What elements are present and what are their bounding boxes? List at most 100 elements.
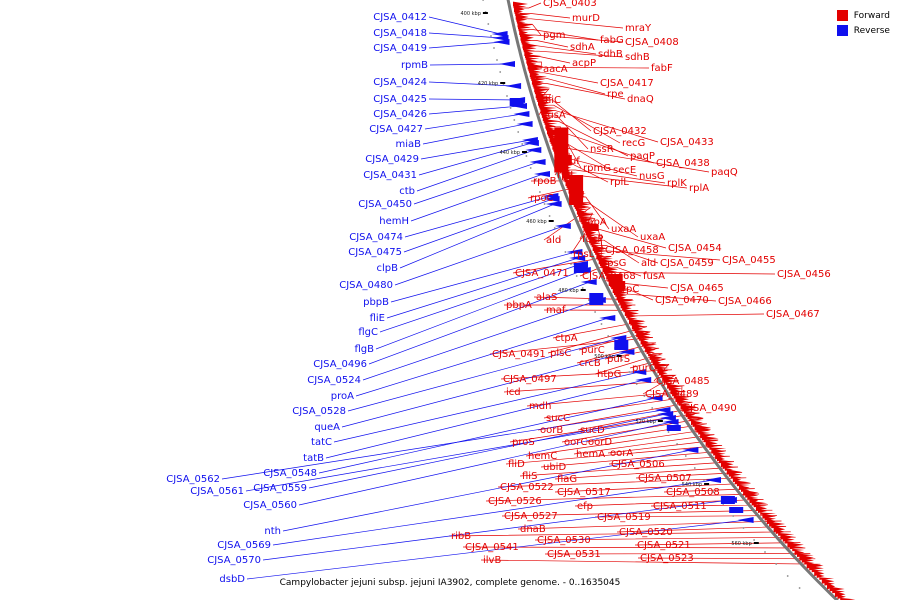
forward-gene-arrow [751, 501, 768, 506]
leader-line [543, 207, 592, 241]
leader-line [609, 272, 776, 275]
reverse-gene-label: CJSA_0548 [263, 468, 317, 479]
forward-gene-label: CJSA_0527 [504, 511, 558, 522]
forward-gene-label: murD [572, 13, 600, 24]
leader-line [607, 439, 719, 454]
forward-gene-label: CJSA_0497 [503, 374, 557, 385]
forward-gene-label: CJSA_0506 [611, 459, 665, 470]
scale-label: 560 kbp [731, 541, 751, 547]
forward-gene-label: maf [546, 305, 566, 316]
reverse-gene-arrow [534, 171, 550, 177]
forward-gene-label: CJSA_0465 [670, 283, 724, 294]
scale-dot [548, 215, 551, 217]
forward-gene-label: sdhB [598, 49, 623, 60]
forward-gene-label: dapA [581, 217, 607, 228]
forward-gene-label: rplK [667, 178, 687, 189]
leader-line [390, 251, 576, 303]
forward-gene-label: CJSA_0432 [593, 126, 647, 137]
leader-line [221, 409, 664, 480]
forward-gene-label: ctpA [555, 333, 578, 344]
leader-line [386, 257, 579, 319]
forward-gene-arrow [736, 483, 750, 487]
forward-gene-arrow [521, 38, 533, 43]
reverse-gene-arrow [737, 517, 754, 523]
scale-dot [539, 191, 541, 193]
scale-dot [712, 491, 715, 493]
genome-backbone [506, 0, 839, 600]
leader-line [497, 477, 747, 488]
reverse-gene-label: CJSA_0412 [373, 12, 427, 23]
forward-gene-label: CJSA_0408 [625, 37, 679, 48]
forward-gene-label: CJSA_0523 [640, 553, 694, 564]
forward-gene-label: mdh [529, 401, 551, 412]
forward-gene-arrow [745, 493, 759, 498]
forward-gene-label: fabG [600, 35, 624, 46]
scale-dot [703, 479, 705, 481]
reverse-gene-block [729, 507, 744, 513]
forward-gene-label: purQ [632, 363, 657, 374]
reverse-gene-label: queA [314, 422, 340, 433]
forward-gene-label: rpe [607, 89, 624, 100]
leader-line [404, 195, 552, 238]
forward-gene-block [569, 175, 584, 205]
reverse-gene-arrow [646, 395, 663, 401]
scale-dot [684, 455, 687, 457]
leader-line [413, 161, 539, 205]
scale-dot [482, 0, 484, 1]
leader-line [272, 479, 715, 546]
legend-item-forward: Forward [836, 8, 890, 23]
scale-dot [534, 179, 537, 181]
scale-dot [525, 155, 528, 157]
leader-line [574, 499, 764, 507]
forward-gene-label: paqP [630, 151, 655, 162]
leader-line [528, 50, 624, 58]
leader-line [596, 245, 659, 264]
scale-dot [581, 287, 584, 289]
reverse-gene-arrow [493, 39, 510, 45]
leader-line [518, 2, 542, 9]
forward-gene-arrow [816, 574, 825, 578]
forward-gene-label: sdhA [570, 42, 595, 53]
forward-gene-label: CJSA_0403 [543, 0, 597, 9]
forward-gene-arrow [626, 314, 639, 318]
leader-line [282, 449, 692, 532]
map-caption: Campylobacter jejuni subsp. jejuni IA390… [279, 578, 621, 588]
scale-label: 460 kbp [526, 219, 546, 225]
scale-label: 540 kbp [682, 482, 702, 488]
forward-gene-label: ilvB [483, 555, 501, 566]
forward-gene-arrow [775, 529, 786, 534]
forward-gene-label: ald [641, 258, 656, 269]
reverse-gene-label: CJSA_0528 [292, 406, 346, 417]
scale-tick [753, 542, 759, 544]
leader-line [403, 198, 553, 253]
forward-gene-label: pbpA [506, 300, 532, 311]
forward-gene-label: CJSA_0489 [645, 389, 699, 400]
reverse-gene-label: proA [331, 391, 354, 402]
leader-line [579, 212, 593, 240]
forward-gene-arrow [809, 566, 824, 571]
leader-line [565, 169, 666, 184]
leader-line [379, 263, 582, 333]
forward-gene-label: uxaA [640, 232, 665, 243]
reverse-gene-arrow [630, 369, 647, 375]
forward-gene-label: CJSA_0417 [600, 78, 654, 89]
forward-gene-arrow [789, 545, 804, 550]
leader-line [245, 417, 669, 492]
forward-gene-label: sdhB [625, 52, 650, 63]
reverse-gene-label: CJSA_0480 [339, 280, 393, 291]
scale-dot [764, 551, 766, 553]
leader-line [604, 347, 660, 360]
forward-gene-arrow [734, 480, 751, 485]
scale-tick [616, 355, 622, 357]
leader-line [554, 482, 751, 493]
forward-gene-label: CJSA_0438 [656, 158, 710, 169]
leader-line [318, 397, 656, 474]
forward-gene-arrow [654, 363, 670, 368]
reverse-gene-label: CJSA_0570 [207, 555, 261, 566]
reverse-gene-label: CJSA_0524 [307, 375, 361, 386]
scale-label: 500 kbp [594, 354, 614, 360]
forward-gene-label: CJSA_0521 [637, 540, 691, 551]
forward-gene-label: pgm [543, 30, 565, 41]
reverse-gene-label: CJSA_0418 [373, 28, 427, 39]
forward-gene-arrow [603, 269, 618, 274]
